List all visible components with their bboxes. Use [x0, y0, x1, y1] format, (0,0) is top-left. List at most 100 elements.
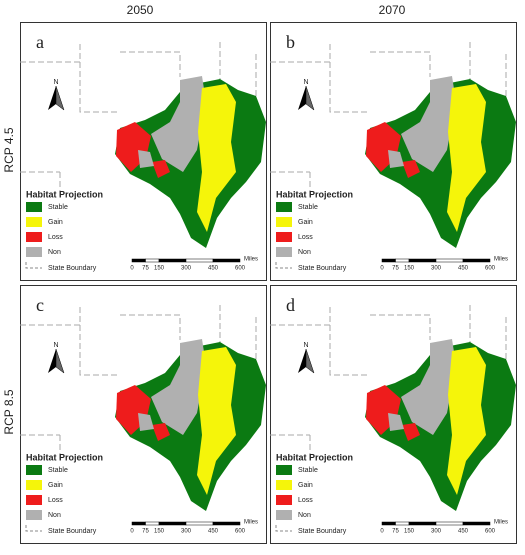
legend-label: Non: [298, 512, 311, 519]
panel-letter: b: [286, 32, 295, 52]
scale-segment: [462, 258, 491, 263]
scale-segment: [145, 258, 160, 263]
scale-segment: [185, 521, 214, 526]
state-boundary: [329, 325, 370, 376]
legend-label: Non: [298, 249, 311, 256]
habitat-region: [401, 76, 456, 172]
state-boundary: [79, 325, 120, 376]
habitat-region: [402, 423, 420, 441]
scale-segment: [212, 258, 241, 263]
north-label: N: [53, 79, 58, 86]
legend-label: Loss: [298, 234, 313, 241]
scale-label: 450: [458, 529, 469, 535]
scale-label: 75: [392, 529, 399, 535]
map-panel: b N Habitat Projection Stable Gain Loss Non Sta…: [270, 22, 517, 281]
scale-segment: [408, 521, 437, 526]
legend-label: Loss: [48, 497, 63, 504]
map-panel: c N Habitat Projection Stable Gain Loss Non Sta…: [20, 285, 267, 544]
legend-label: Loss: [298, 497, 313, 504]
scale-label: 75: [392, 266, 399, 272]
scale-label: 150: [154, 529, 165, 535]
north-label: N: [303, 79, 308, 86]
legend-label: Stable: [298, 204, 318, 211]
legend-label: Loss: [48, 234, 63, 241]
row-label: RCP 4.5: [2, 127, 16, 172]
legend-swatch: [26, 217, 42, 227]
scale-label: 300: [431, 266, 442, 272]
scale-label: 0: [130, 529, 134, 535]
scale-segment: [395, 521, 410, 526]
north-arrow: [55, 85, 65, 111]
habitat-region: [138, 150, 154, 168]
legend-label: State Boundary: [298, 265, 347, 272]
scale-segment: [131, 521, 146, 526]
scale-label: 450: [458, 266, 469, 272]
scale-segment: [462, 521, 491, 526]
legend-swatch: [276, 202, 292, 212]
legend-label: Stable: [48, 204, 68, 211]
north-arrow: [305, 85, 315, 111]
legend-title: Habitat Projection: [276, 189, 353, 199]
habitat-region: [138, 413, 154, 431]
legend-label: Gain: [298, 482, 313, 489]
scale-label: 150: [404, 529, 415, 535]
habitat-region: [151, 339, 206, 435]
scale-label: 0: [380, 529, 384, 535]
legend-swatch: [26, 232, 42, 242]
habitat-region: [152, 423, 170, 441]
scale-label: 600: [235, 266, 246, 272]
scale-segment: [395, 258, 410, 263]
scale-unit: Miles: [494, 257, 508, 263]
habitat-region: [152, 160, 170, 178]
legend-label: Gain: [48, 482, 63, 489]
state-boundary: [370, 51, 431, 77]
scale-label: 75: [142, 266, 149, 272]
scale-label: 450: [208, 266, 219, 272]
scale-label: 300: [431, 529, 442, 535]
legend-swatch: [276, 247, 292, 257]
scale-label: 300: [181, 266, 192, 272]
state-boundary: [329, 62, 370, 113]
habitat-region: [388, 150, 404, 168]
scale-label: 150: [404, 266, 415, 272]
legend-label: Stable: [48, 467, 68, 474]
north-arrow: [55, 348, 65, 374]
scale-segment: [212, 521, 241, 526]
legend-boundary-swatch: [275, 525, 292, 532]
panel-letter: c: [36, 295, 44, 315]
column-header: 2070: [379, 3, 406, 17]
scale-segment: [158, 258, 187, 263]
scale-segment: [185, 258, 214, 263]
habitat-region: [447, 347, 486, 495]
scale-label: 0: [380, 266, 384, 272]
habitat-region: [402, 160, 420, 178]
state-boundary: [79, 62, 120, 113]
scale-segment: [408, 258, 437, 263]
column-header: 2050: [127, 3, 154, 17]
legend-title: Habitat Projection: [276, 452, 353, 462]
legend-swatch: [26, 202, 42, 212]
legend-swatch: [276, 510, 292, 520]
north-arrow: [298, 86, 306, 110]
north-arrow: [305, 348, 315, 374]
north-arrow: [48, 86, 56, 110]
scale-label: 75: [142, 529, 149, 535]
scale-segment: [381, 258, 396, 263]
habitat-region: [401, 339, 456, 435]
state-boundary: [120, 51, 181, 77]
legend-label: Stable: [298, 467, 318, 474]
legend-swatch: [26, 495, 42, 505]
legend-swatch: [276, 217, 292, 227]
north-arrow: [48, 349, 56, 373]
habitat-region: [151, 76, 206, 172]
scale-segment: [158, 521, 187, 526]
scale-label: 450: [208, 529, 219, 535]
north-label: N: [303, 342, 308, 349]
habitat-region: [447, 84, 486, 232]
scale-label: 0: [130, 266, 134, 272]
scale-unit: Miles: [494, 520, 508, 526]
row-label: RCP 8.5: [2, 389, 16, 434]
legend-swatch: [26, 247, 42, 257]
legend-boundary-swatch: [25, 525, 42, 532]
